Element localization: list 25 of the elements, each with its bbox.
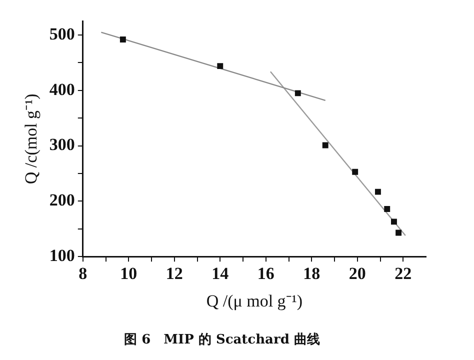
text: 图 6 MIP 的 Scatchard 曲线 bbox=[124, 332, 320, 348]
y-tick-label: 300 bbox=[49, 135, 75, 154]
point bbox=[396, 230, 402, 236]
point bbox=[352, 168, 358, 175]
point bbox=[294, 90, 301, 96]
y-tick-label: 400 bbox=[49, 80, 75, 99]
x-tick-label: 16 bbox=[257, 264, 274, 284]
point bbox=[384, 206, 390, 212]
y-tick-label: 200 bbox=[49, 190, 75, 210]
x-axis-title: Q /(μ mol g⁻¹) bbox=[206, 292, 303, 311]
y-axis-title: Q /c(mol g⁻¹) bbox=[22, 94, 41, 184]
point bbox=[391, 218, 397, 225]
x-tick-label: 8 bbox=[78, 264, 88, 284]
y-tick-label: 100 bbox=[49, 246, 75, 265]
x-tick-label: 20 bbox=[348, 264, 366, 284]
point bbox=[217, 63, 224, 70]
x-tick-label: 10 bbox=[120, 264, 138, 284]
y-tick-label: 500 bbox=[49, 24, 75, 44]
x-tick-label: 22 bbox=[394, 264, 412, 284]
point bbox=[322, 142, 328, 148]
x-tick-label: 12 bbox=[166, 264, 183, 284]
x-tick-label: 14 bbox=[212, 264, 230, 284]
point bbox=[374, 188, 381, 195]
point bbox=[120, 36, 126, 42]
x-tick-label: 18 bbox=[303, 264, 320, 284]
